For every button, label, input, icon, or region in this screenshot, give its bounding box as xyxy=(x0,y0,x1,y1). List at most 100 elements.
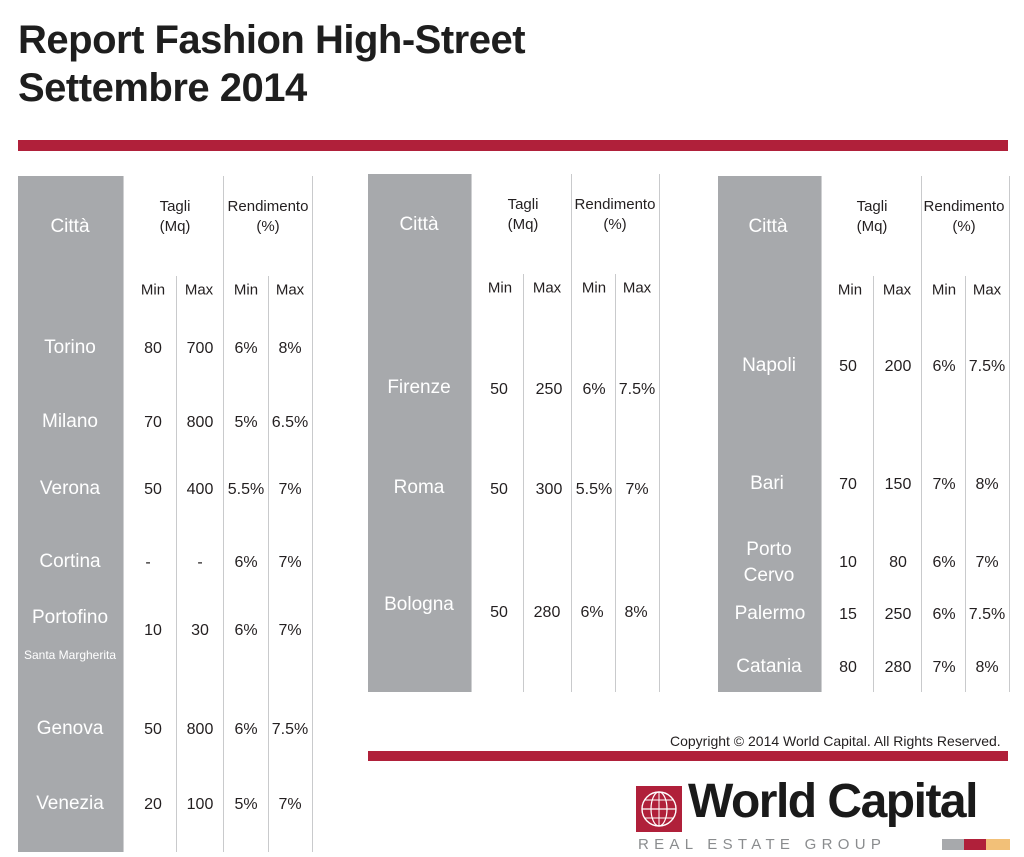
row-tagli-min: 50 xyxy=(490,604,508,621)
header-rendimento-unit: (%) xyxy=(603,216,627,233)
header-citta: Città xyxy=(748,216,788,237)
title-line-2: Settembre 2014 xyxy=(18,66,307,110)
row-tagli-min: - xyxy=(145,554,151,571)
header-rend-max: Max xyxy=(275,281,305,299)
header-rendimento-unit: (%) xyxy=(256,218,280,235)
header-rendimento: Rendimento xyxy=(923,198,1005,215)
row-rend-min: 5% xyxy=(234,796,258,813)
row-rend-min: 5% xyxy=(234,414,258,431)
header-tagli-unit: (Mq) xyxy=(507,216,539,233)
header-rendimento: Rendimento xyxy=(227,198,309,215)
row-rend-min: 7% xyxy=(932,476,956,493)
header-tagli-min: Min xyxy=(837,281,863,299)
row-rend-max: 7% xyxy=(975,554,999,571)
row-city-sub: Santa Margherita xyxy=(23,648,117,662)
logo-color-bars xyxy=(942,839,1010,850)
row-tagli-max: 200 xyxy=(884,358,912,375)
row-rend-max: 7% xyxy=(278,481,302,498)
row-rend-min: 6% xyxy=(580,604,604,621)
row-tagli-min: 50 xyxy=(839,358,857,375)
table-nord: Città Tagli (Mq) Rendimento (%) Min Max … xyxy=(18,176,318,852)
row-tagli-min: 15 xyxy=(839,606,857,623)
row-tagli-min: 70 xyxy=(144,414,162,431)
row-rend-min: 6% xyxy=(932,606,956,623)
row-tagli-max: 700 xyxy=(186,340,214,357)
header-tagli-min: Min xyxy=(140,281,166,299)
row-rend-min: 5.5% xyxy=(575,481,613,498)
row-rend-max: 8% xyxy=(278,340,302,357)
row-rend-max: 7.5% xyxy=(271,721,309,738)
row-rend-max: 8% xyxy=(975,659,999,676)
header-rendimento-unit: (%) xyxy=(952,218,976,235)
row-city-line2: Cervo xyxy=(743,565,795,586)
row-rend-min: 7% xyxy=(932,659,956,676)
row-city: Roma xyxy=(393,477,445,498)
header-rendimento: Rendimento xyxy=(574,196,656,213)
header-rend-max: Max xyxy=(972,281,1002,299)
city-column xyxy=(18,176,124,852)
company-logo: World Capital REAL ESTATE GROUP xyxy=(636,775,1010,853)
header-tagli: Tagli xyxy=(159,198,191,215)
header-citta: Città xyxy=(50,216,90,237)
row-tagli-max: 30 xyxy=(191,622,209,639)
row-tagli-max: 100 xyxy=(186,796,214,813)
row-rend-max: 8% xyxy=(975,476,999,493)
row-rend-min: 6% xyxy=(932,554,956,571)
row-city: Cortina xyxy=(39,551,101,572)
header-rend-min: Min xyxy=(233,281,259,299)
table-sud: Città Tagli (Mq) Rendimento (%) Min Max … xyxy=(718,176,1018,692)
row-tagli-min: 80 xyxy=(839,659,857,676)
header-rend-min: Min xyxy=(581,279,607,297)
row-rend-max: 7% xyxy=(278,796,302,813)
row-city: Genova xyxy=(36,718,104,739)
row-tagli-max: 150 xyxy=(884,476,912,493)
row-tagli-min: 80 xyxy=(144,340,162,357)
header-tagli-unit: (Mq) xyxy=(856,218,888,235)
row-rend-min: 6% xyxy=(932,358,956,375)
header-rend-max: Max xyxy=(622,279,652,297)
row-tagli-max: 800 xyxy=(186,721,214,738)
row-rend-max: 7.5% xyxy=(968,606,1006,623)
header-rend-min: Min xyxy=(931,281,957,299)
row-tagli-min: 10 xyxy=(144,622,162,639)
row-tagli-min: 50 xyxy=(144,481,162,498)
row-city: Torino xyxy=(44,337,96,358)
row-rend-min: 6% xyxy=(234,622,258,639)
row-rend-max: 8% xyxy=(624,604,648,621)
row-rend-max: 7% xyxy=(625,481,649,498)
row-city: Firenze xyxy=(387,377,451,398)
row-tagli-max: 300 xyxy=(535,481,563,498)
row-tagli-min: 70 xyxy=(839,476,857,493)
row-city: Porto xyxy=(746,539,792,560)
row-rend-min: 6% xyxy=(234,554,258,571)
row-city: Bologna xyxy=(384,594,454,615)
row-tagli-max: - xyxy=(197,554,203,571)
city-column xyxy=(368,174,472,692)
header-tagli-min: Min xyxy=(487,279,513,297)
row-rend-max: 7% xyxy=(278,554,302,571)
row-rend-max: 6.5% xyxy=(271,414,309,431)
table-centro: Città Tagli (Mq) Rendimento (%) Min Max … xyxy=(368,174,668,692)
header-tagli-max: Max xyxy=(882,281,912,299)
row-rend-max: 7% xyxy=(278,622,302,639)
row-tagli-max: 250 xyxy=(535,381,563,398)
row-city: Milano xyxy=(42,411,98,432)
logo-tagline: REAL ESTATE GROUP xyxy=(638,836,887,853)
row-tagli-max: 250 xyxy=(884,606,912,623)
row-rend-min: 6% xyxy=(234,340,258,357)
row-city: Verona xyxy=(39,478,101,499)
header-citta: Città xyxy=(399,214,439,235)
report-title: Report Fashion High-Street Settembre 201… xyxy=(18,16,526,112)
row-tagli-min: 50 xyxy=(490,381,508,398)
logo-wordmark: World Capital xyxy=(688,775,978,828)
row-tagli-min: 20 xyxy=(144,796,162,813)
row-city: Portofino xyxy=(31,607,109,628)
header-tagli-max: Max xyxy=(532,279,562,297)
row-tagli-min: 50 xyxy=(144,721,162,738)
row-tagli-max: 400 xyxy=(186,481,214,498)
header-tagli: Tagli xyxy=(856,198,888,215)
bottom-divider xyxy=(368,751,1008,761)
row-tagli-max: 280 xyxy=(533,604,561,621)
row-city: Palermo xyxy=(734,603,806,624)
row-city: Bari xyxy=(750,473,784,494)
